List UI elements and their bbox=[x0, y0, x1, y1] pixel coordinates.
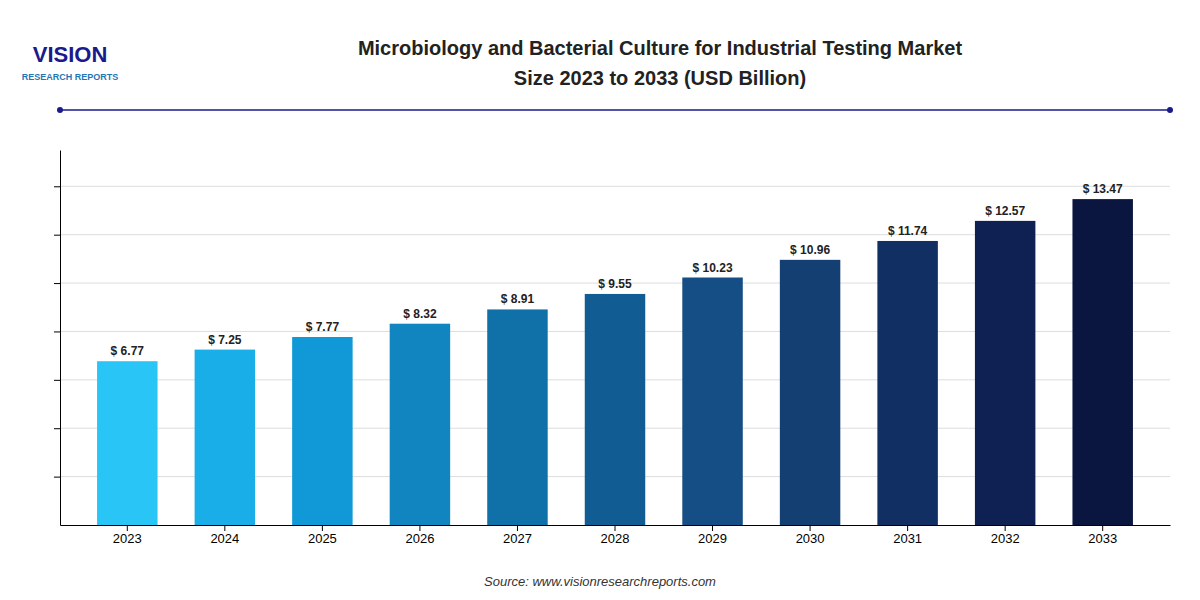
grid-line bbox=[60, 186, 1170, 187]
y-axis-line bbox=[60, 151, 61, 526]
y-tick-mark bbox=[54, 235, 60, 236]
y-tick-mark bbox=[54, 283, 60, 284]
bar bbox=[585, 294, 645, 525]
x-tick-label: 2027 bbox=[503, 531, 532, 546]
x-tick-mark bbox=[127, 525, 128, 531]
x-tick-mark bbox=[419, 525, 420, 531]
y-tick-mark bbox=[54, 186, 60, 187]
separator-dot bbox=[57, 107, 63, 113]
y-tick-mark bbox=[54, 428, 60, 429]
subtitle: Size 2023 to 2033 (USD Billion) bbox=[514, 67, 806, 89]
bar bbox=[877, 241, 937, 525]
x-tick-mark bbox=[1102, 525, 1103, 531]
y-tick bbox=[54, 380, 60, 381]
x-tick: 2030 bbox=[796, 525, 825, 546]
x-tick-label: 2030 bbox=[796, 531, 825, 546]
logo-subtext: RESEARCH REPORTS bbox=[22, 72, 119, 82]
data-label: $ 7.77 bbox=[306, 320, 340, 334]
data-label: $ 8.32 bbox=[403, 307, 437, 321]
title: Microbiology and Bacterial Culture for I… bbox=[358, 37, 963, 59]
x-tick-mark bbox=[224, 525, 225, 531]
x-tick: 2027 bbox=[503, 525, 532, 546]
data-label: $ 7.25 bbox=[208, 333, 242, 347]
bar bbox=[390, 324, 450, 525]
bar bbox=[780, 260, 840, 525]
data-labels: $ 6.77 $ 7.25 $ 7.77 $ 8.32 $ 8.91 $ 9.55 $ 10… bbox=[111, 182, 1123, 358]
data-label: $ 11.74 bbox=[888, 224, 928, 238]
data-label: $ 12.57 bbox=[985, 204, 1025, 218]
chart: VISION RESEARCH REPORTS Microbiology and B… bbox=[0, 0, 1200, 600]
bar bbox=[292, 337, 352, 525]
x-tick: 2023 bbox=[113, 525, 142, 546]
x-tick-mark bbox=[322, 525, 323, 531]
data-label: $ 6.77 bbox=[111, 344, 145, 358]
source: Source: www.visionresearchreports.com bbox=[484, 574, 716, 589]
y-tick bbox=[54, 186, 60, 187]
x-tick-label: 2029 bbox=[698, 531, 727, 546]
y-axis bbox=[54, 151, 61, 526]
logo-text: VISION bbox=[33, 42, 108, 67]
separator bbox=[60, 109, 1170, 111]
x-tick: 2028 bbox=[601, 525, 630, 546]
x-tick-label: 2025 bbox=[308, 531, 337, 546]
data-label: $ 10.23 bbox=[693, 261, 733, 275]
x-tick-mark bbox=[615, 525, 616, 531]
bar bbox=[975, 221, 1035, 525]
y-tick-mark bbox=[54, 380, 60, 381]
bar bbox=[1072, 199, 1132, 525]
x-tick-label: 2031 bbox=[893, 531, 922, 546]
x-tick-mark bbox=[907, 525, 908, 531]
y-tick bbox=[54, 428, 60, 429]
x-tick: 2033 bbox=[1088, 525, 1117, 546]
y-tick-mark bbox=[54, 331, 60, 332]
y-tick bbox=[54, 283, 60, 284]
data-label: $ 10.96 bbox=[790, 243, 830, 257]
x-tick-label: 2023 bbox=[113, 531, 142, 546]
x-tick-mark bbox=[1005, 525, 1006, 531]
y-tick bbox=[54, 331, 60, 332]
x-tick-label: 2032 bbox=[991, 531, 1020, 546]
x-tick: 2032 bbox=[991, 525, 1020, 546]
bar bbox=[487, 309, 547, 525]
x-tick-mark bbox=[810, 525, 811, 531]
bar bbox=[682, 278, 742, 526]
plot: $ 6.77 $ 7.25 $ 7.77 $ 8.32 $ 8.91 $ 9.55 $ 10… bbox=[54, 151, 1171, 547]
x-axis: 2023 2024 2025 2026 2027 2028 2029 2030 2031 2032… bbox=[61, 525, 1171, 546]
x-tick: 2025 bbox=[308, 525, 337, 546]
separator-dot bbox=[1167, 107, 1173, 113]
x-tick: 2026 bbox=[405, 525, 434, 546]
x-tick: 2031 bbox=[893, 525, 922, 546]
x-tick-label: 2028 bbox=[601, 531, 630, 546]
y-tick bbox=[54, 477, 60, 478]
x-tick-mark bbox=[712, 525, 713, 531]
bars bbox=[97, 199, 1133, 525]
x-tick: 2029 bbox=[698, 525, 727, 546]
y-tick bbox=[54, 235, 60, 236]
x-tick-mark bbox=[517, 525, 518, 531]
x-tick-label: 2026 bbox=[405, 531, 434, 546]
data-label: $ 8.91 bbox=[501, 292, 535, 306]
y-tick-mark bbox=[54, 477, 60, 478]
bar bbox=[97, 361, 157, 525]
x-tick-label: 2033 bbox=[1088, 531, 1117, 546]
bar bbox=[195, 350, 255, 525]
data-label: $ 13.47 bbox=[1083, 182, 1123, 196]
x-tick-label: 2024 bbox=[210, 531, 239, 546]
x-tick: 2024 bbox=[210, 525, 239, 546]
data-label: $ 9.55 bbox=[598, 277, 632, 291]
